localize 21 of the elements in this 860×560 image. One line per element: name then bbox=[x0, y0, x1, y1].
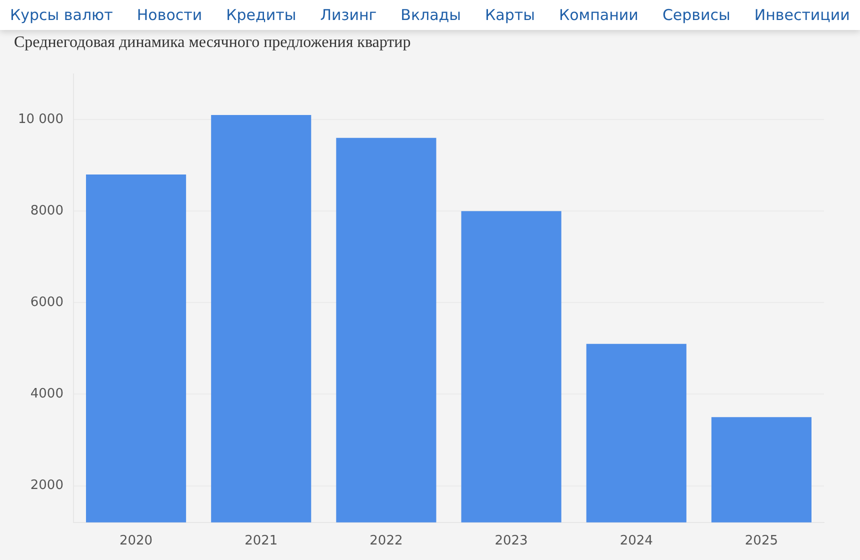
chart-title: Среднегодовая динамика месячного предложения квартир bbox=[13, 33, 412, 53]
x-tick-label: 2021 bbox=[244, 534, 278, 549]
x-tick-label: 2024 bbox=[620, 534, 653, 549]
text: Кредиты bbox=[226, 6, 296, 24]
x-tick-label: 2020 bbox=[119, 534, 153, 549]
text: Инвестиции bbox=[754, 6, 850, 24]
x-tick-label: 2022 bbox=[370, 534, 403, 549]
text: Курсы валют bbox=[10, 6, 113, 24]
x-tick-label: 2023 bbox=[494, 534, 528, 549]
text: Сервисы bbox=[662, 6, 730, 24]
y-tick-label: 10 000 bbox=[18, 112, 64, 127]
y-tick-label: 6000 bbox=[30, 295, 64, 310]
y-tick-label: 8000 bbox=[30, 204, 64, 218]
x-tick-label: 2025 bbox=[744, 534, 778, 549]
text: Вклады bbox=[400, 6, 462, 24]
y-tick-label: 4000 bbox=[30, 386, 64, 402]
y-tick-label: 2000 bbox=[30, 478, 64, 494]
text: Новости bbox=[136, 6, 202, 24]
text: Компании bbox=[558, 6, 638, 24]
text: Карты bbox=[485, 6, 535, 24]
text: Лизинг bbox=[320, 6, 377, 24]
